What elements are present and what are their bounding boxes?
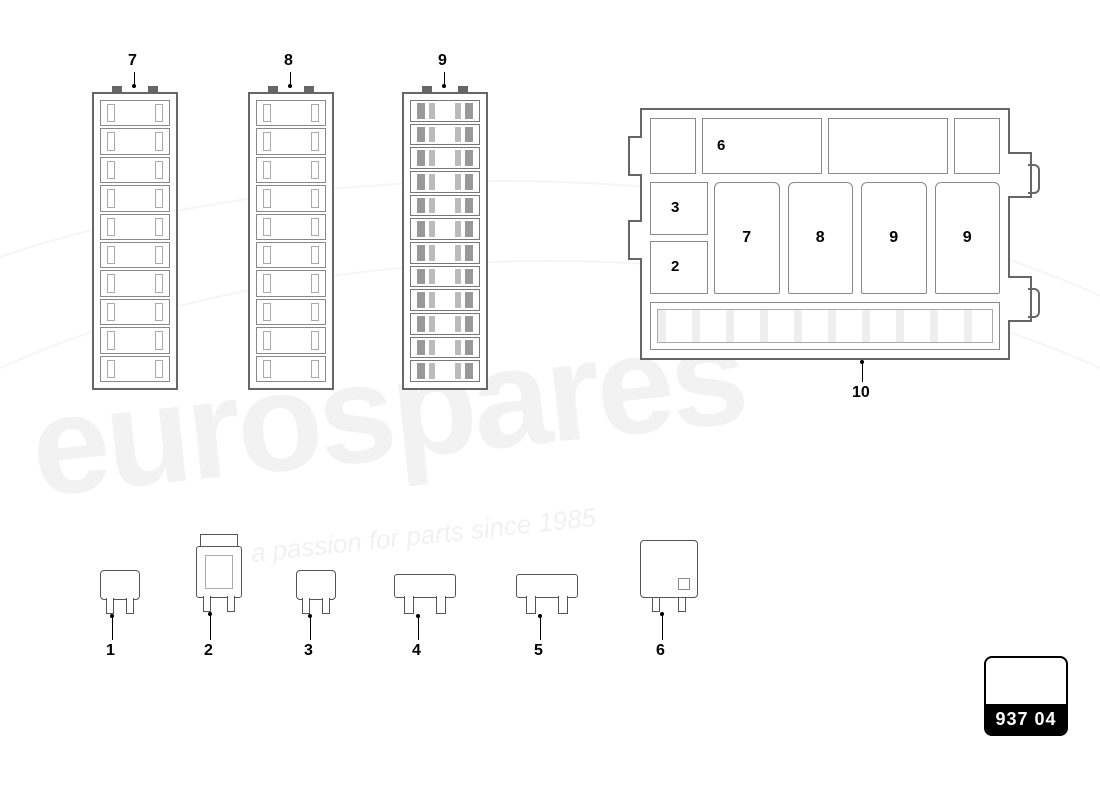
leader-10 [862,362,863,382]
diagram-stage: eurospares a passion for parts since 198… [0,0,1100,800]
callout-6: 6 [656,642,665,660]
leader-6 [662,614,663,640]
assembly-slot-4: 9 [935,182,1001,294]
fuse-strip-8 [248,92,334,390]
leader-dot-9 [442,84,446,88]
page-code-box: 937 04 [984,656,1068,736]
leader-dot-2 [208,612,212,616]
callout-9: 9 [438,52,447,70]
callout-10: 10 [852,384,870,402]
callout-2: 2 [204,642,213,660]
callout-5: 5 [534,642,543,660]
component-5-wide-fuse [516,574,578,614]
leader-dot-7 [132,84,136,88]
component-2-cartridge-fuse [196,534,242,612]
callout-4: 4 [412,642,421,660]
leader-1 [112,616,113,640]
component-4-wide-fuse [394,574,456,614]
page-code-label: 937 04 [986,704,1066,734]
leader-3 [310,616,311,640]
callout-3: 3 [304,642,313,660]
assembly-slot-2: 8 [788,182,854,294]
callout-8: 8 [284,52,293,70]
leader-dot-5 [538,614,542,618]
callout-7: 7 [128,52,137,70]
leader-dot-10 [860,360,864,364]
assembly-slots: 7 8 9 9 [714,182,1000,294]
assembly-slot-1: 7 [714,182,780,294]
leader-dot-6 [660,612,664,616]
leader-dot-1 [110,614,114,618]
leader-4 [418,616,419,640]
callout-1: 1 [106,642,115,660]
fuse-box-assembly: 6 3 2 7 8 9 9 [640,108,1010,360]
assembly-slot-3: 9 [861,182,927,294]
component-1-mini-fuse [100,570,140,614]
leader-2 [210,614,211,640]
leader-5 [540,616,541,640]
component-3-mini-fuse [296,570,336,614]
component-6-relay [640,540,698,612]
assembly-left-column: 3 2 [650,182,708,294]
leader-dot-3 [308,614,312,618]
fuse-strip-7 [92,92,178,390]
fuse-strip-9 [402,92,488,390]
assembly-label-2: 2 [671,258,679,275]
assembly-bottom-bar [650,302,1000,350]
leader-dot-8 [288,84,292,88]
assembly-top-row: 6 [650,118,1000,174]
assembly-label-3: 3 [671,199,679,216]
leader-dot-4 [416,614,420,618]
watermark-tagline: a passion for parts since 1985 [249,502,597,569]
assembly-label-6: 6 [717,137,725,154]
